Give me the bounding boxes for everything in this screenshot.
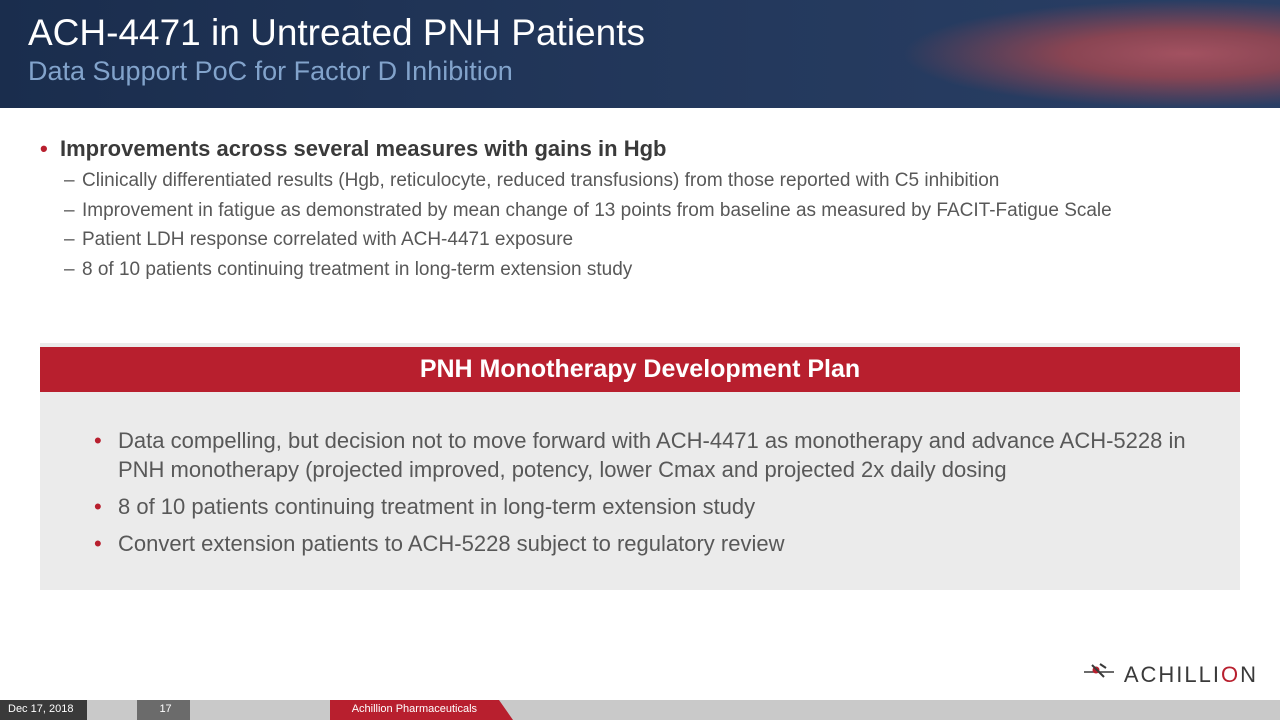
slide-header: ACH-4471 in Untreated PNH Patients Data …	[0, 0, 1280, 108]
slide-subtitle: Data Support PoC for Factor D Inhibition	[28, 56, 1252, 87]
panel-body: Data compelling, but decision not to mov…	[40, 396, 1240, 590]
sub-bullet: Patient LDH response correlated with ACH…	[40, 227, 1240, 253]
company-logo: ACHILLION	[1082, 661, 1258, 688]
logo-icon	[1082, 661, 1116, 688]
logo-suffix: N	[1240, 662, 1258, 687]
main-bullet: Improvements across several measures wit…	[40, 136, 1240, 162]
panel-bullet: 8 of 10 patients continuing treatment in…	[90, 492, 1190, 521]
footer-page-number: 17	[137, 700, 189, 720]
sub-bullet: 8 of 10 patients continuing treatment in…	[40, 257, 1240, 283]
footer-company: Achillion Pharmaceuticals	[330, 700, 499, 720]
development-plan-panel: PNH Monotherapy Development Plan Data co…	[40, 343, 1240, 590]
sub-bullet: Improvement in fatigue as demonstrated b…	[40, 198, 1240, 224]
footer-spacer	[87, 700, 137, 720]
sub-bullet: Clinically differentiated results (Hgb, …	[40, 168, 1240, 194]
footer-spacer	[499, 700, 1280, 720]
panel-bullet: Convert extension patients to ACH-5228 s…	[90, 529, 1190, 558]
logo-prefix: ACHILLI	[1124, 662, 1221, 687]
logo-text: ACHILLION	[1124, 662, 1258, 688]
slide-footer: Dec 17, 2018 17 Achillion Pharmaceutical…	[0, 700, 1280, 720]
slide-content: Improvements across several measures wit…	[0, 108, 1280, 590]
slide-title: ACH-4471 in Untreated PNH Patients	[28, 12, 1252, 54]
footer-date: Dec 17, 2018	[0, 700, 87, 720]
logo-accent: O	[1221, 662, 1240, 687]
panel-bullet: Data compelling, but decision not to mov…	[90, 426, 1190, 484]
panel-title: PNH Monotherapy Development Plan	[40, 343, 1240, 396]
footer-spacer	[190, 700, 330, 720]
